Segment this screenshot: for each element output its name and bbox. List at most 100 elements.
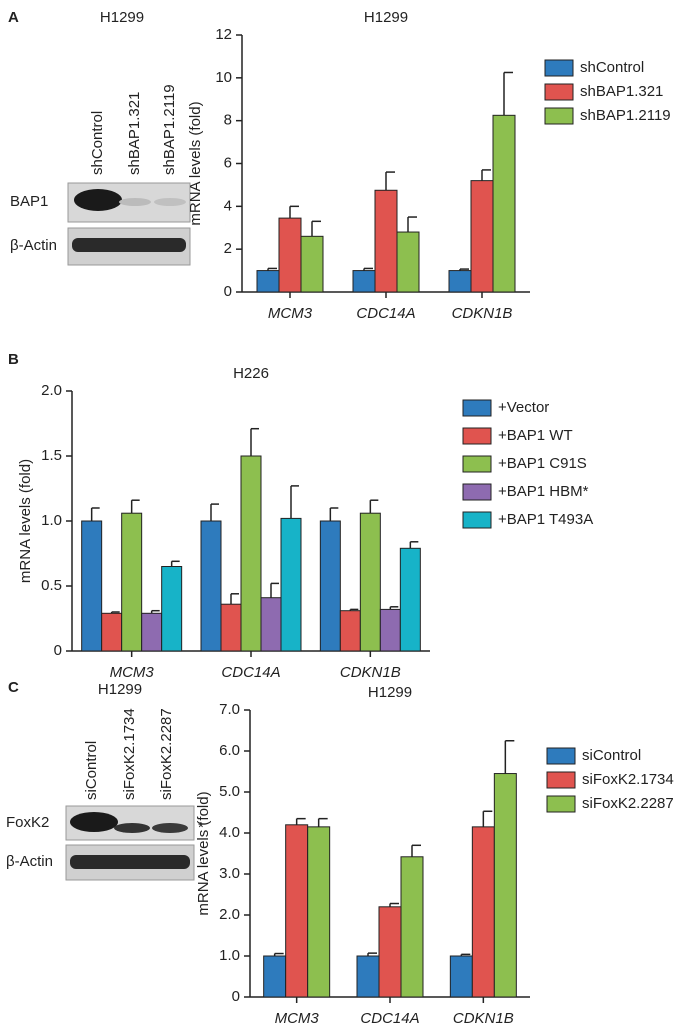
x-tick-label: CDKN1B [452, 305, 513, 322]
bar [263, 955, 287, 998]
y-tick-label: 7.0 [219, 701, 240, 718]
bar [256, 270, 280, 293]
bar [448, 270, 472, 293]
y-tick-label: 1.5 [41, 447, 62, 464]
bar [352, 270, 376, 293]
legend-label: +BAP1 WT [498, 427, 573, 444]
legend-label: +BAP1 HBM* [498, 483, 589, 500]
row-label: BAP1 [10, 193, 48, 210]
lane-label: siFoxK2.2287 [158, 708, 175, 800]
bar [471, 826, 495, 998]
chart-title: H1299 [368, 684, 412, 701]
legend-label: siControl [582, 747, 641, 764]
bar [470, 180, 494, 293]
chart-title: H1299 [364, 9, 408, 26]
bar [339, 610, 361, 652]
chart-title: H226 [233, 365, 269, 382]
x-tick-label: MCM3 [110, 664, 155, 681]
panel-label: C [8, 679, 19, 696]
row-label: β-Actin [10, 237, 57, 254]
bar [399, 547, 421, 652]
legend-label: +Vector [498, 399, 549, 416]
blot-title: H1299 [100, 9, 144, 26]
y-tick-label: 4.0 [219, 824, 240, 841]
bar [240, 455, 262, 652]
legend-swatch [546, 747, 576, 765]
y-tick-label: 12 [215, 26, 232, 43]
y-axis-label: mRNA levels (fold) [187, 101, 204, 225]
legend-swatch [462, 455, 492, 473]
y-tick-label: 6.0 [219, 742, 240, 759]
bar [121, 512, 143, 652]
y-tick-label: 8 [224, 112, 232, 129]
row-label: FoxK2 [6, 814, 49, 831]
lane-label: shBAP1.2119 [161, 84, 178, 175]
lane-label: siControl [83, 741, 100, 800]
bar [285, 824, 309, 998]
bar [319, 520, 341, 652]
y-tick-label: 0 [232, 988, 240, 1005]
legend-swatch [462, 483, 492, 501]
bar [400, 856, 424, 998]
legend-label: siFoxK2.1734 [582, 771, 674, 788]
panel-label: B [8, 351, 19, 368]
y-tick-label: 5.0 [219, 783, 240, 800]
blot-marker: * [198, 819, 204, 836]
x-tick-label: CDKN1B [340, 664, 401, 681]
x-tick-label: MCM3 [275, 1010, 320, 1025]
y-axis-label: mRNA levels (fold) [17, 459, 34, 583]
y-tick-label: 0 [54, 642, 62, 659]
legend-swatch [546, 795, 576, 813]
x-tick-label: CDKN1B [453, 1010, 514, 1025]
blot-image [67, 182, 191, 266]
bar [379, 608, 401, 652]
legend-swatch [544, 83, 574, 101]
legend-label: shBAP1.2119 [580, 107, 671, 124]
y-tick-label: 3.0 [219, 865, 240, 882]
legend-label: +BAP1 T493A [498, 511, 593, 528]
bar [374, 189, 398, 293]
bar [493, 773, 517, 998]
legend-swatch [462, 427, 492, 445]
blot-title: H1299 [98, 681, 142, 698]
bar [356, 955, 380, 998]
y-tick-label: 10 [215, 69, 232, 86]
x-tick-label: CDC14A [356, 305, 415, 322]
bar [278, 217, 302, 293]
bar [300, 235, 324, 293]
y-tick-label: 2.0 [219, 906, 240, 923]
bar [101, 612, 123, 652]
y-tick-label: 2 [224, 240, 232, 257]
y-tick-label: 1.0 [219, 947, 240, 964]
legend-swatch [462, 399, 492, 417]
bar [492, 114, 516, 293]
bar [260, 597, 282, 652]
legend-swatch [462, 511, 492, 529]
panel-label: A [8, 9, 19, 26]
lane-label: shControl [89, 111, 106, 175]
y-tick-label: 2.0 [41, 382, 62, 399]
bar [200, 520, 222, 652]
lane-label: siFoxK2.1734 [121, 708, 138, 800]
bar [81, 520, 103, 652]
bar [141, 612, 163, 652]
legend-label: siFoxK2.2287 [582, 795, 674, 812]
y-tick-label: 4 [224, 197, 232, 214]
bar [161, 566, 183, 652]
bar [359, 512, 381, 652]
lane-label: shBAP1.321 [126, 92, 143, 175]
bar [378, 906, 402, 998]
legend-label: shControl [580, 59, 644, 76]
bar [449, 955, 473, 998]
y-tick-label: 1.0 [41, 512, 62, 529]
bar [396, 231, 420, 293]
row-label: β-Actin [6, 853, 53, 870]
x-tick-label: MCM3 [268, 305, 313, 322]
y-axis-label: mRNA levels (fold) [195, 791, 212, 915]
legend-label: +BAP1 C91S [498, 455, 587, 472]
y-tick-label: 6 [224, 154, 232, 171]
blot-image [65, 805, 195, 881]
bar [280, 517, 302, 652]
legend-label: shBAP1.321 [580, 83, 663, 100]
